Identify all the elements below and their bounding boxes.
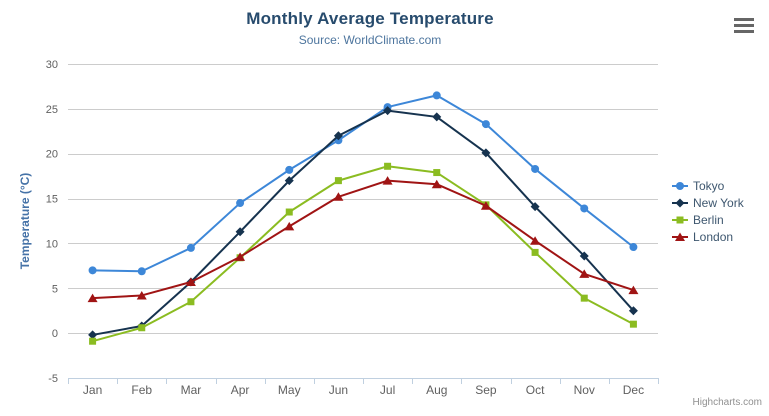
legend-item-tokyo[interactable]: Tokyo (672, 177, 744, 194)
y-axis-tick-label: 20 (46, 149, 58, 161)
data-point-london[interactable] (431, 179, 442, 189)
x-axis-label: Mar (181, 383, 202, 397)
data-point-new-york[interactable] (235, 227, 245, 237)
y-axis-tick-label: 0 (52, 328, 58, 340)
data-point-new-york[interactable] (333, 131, 343, 141)
data-point-tokyo[interactable] (629, 243, 638, 252)
x-axis-label: Feb (131, 383, 152, 397)
credits-link[interactable]: Highcharts.com (692, 397, 762, 408)
data-point-berlin[interactable] (187, 298, 195, 306)
x-axis-label: Dec (623, 383, 644, 397)
x-axis-label: Aug (426, 383, 447, 397)
legend-item-new-york[interactable]: New York (672, 194, 744, 211)
legend-item-label: New York (693, 195, 744, 210)
legend-marker-diamond-icon (672, 198, 688, 207)
data-point-tokyo[interactable] (285, 165, 294, 174)
legend-marker-triangle-icon (672, 232, 688, 241)
y-axis-tick-label: 10 (46, 238, 58, 250)
data-point-berlin[interactable] (531, 248, 539, 256)
data-point-tokyo[interactable] (88, 266, 97, 275)
x-axis-label: Nov (574, 383, 595, 397)
legend-item-berlin[interactable]: Berlin (672, 211, 744, 228)
y-axis-tick-label: 5 (52, 283, 58, 295)
legend-marker-square-icon (672, 216, 688, 223)
data-point-london[interactable] (284, 221, 295, 231)
x-axis-label: Jun (329, 383, 348, 397)
hamburger-icon (734, 17, 754, 21)
data-point-london[interactable] (136, 290, 147, 300)
series-line-new-york (91, 109, 635, 336)
data-point-tokyo[interactable] (186, 243, 195, 252)
data-point-berlin[interactable] (89, 337, 97, 345)
data-point-london[interactable] (530, 236, 541, 245)
chart-subtitle: Source: WorldClimate.com (298, 33, 442, 47)
x-axis-label: May (278, 383, 301, 397)
x-axis-label: Oct (526, 383, 545, 397)
hamburger-icon (734, 23, 754, 27)
series-line-berlin (91, 165, 635, 343)
data-point-london[interactable] (185, 277, 196, 287)
data-point-berlin[interactable] (629, 320, 637, 328)
data-point-london[interactable] (235, 252, 246, 261)
data-point-berlin[interactable] (285, 208, 293, 216)
data-point-berlin[interactable] (580, 294, 588, 302)
data-point-london[interactable] (480, 201, 491, 210)
legend: Tokyo New York Berlin London (672, 177, 744, 245)
y-axis-tick-label: 25 (46, 104, 58, 116)
data-point-tokyo[interactable] (531, 164, 540, 173)
data-point-berlin[interactable] (384, 162, 392, 170)
legend-marker-circle-icon (672, 181, 688, 190)
data-point-new-york[interactable] (432, 112, 442, 122)
data-point-new-york[interactable] (481, 148, 491, 158)
data-point-new-york[interactable] (579, 251, 589, 261)
data-point-london[interactable] (333, 192, 344, 201)
data-point-new-york[interactable] (628, 306, 638, 316)
chart-title: Monthly Average Temperature (246, 9, 494, 28)
y-axis-tick-label: 30 (46, 59, 58, 71)
data-point-new-york[interactable] (530, 202, 540, 212)
data-point-london[interactable] (579, 269, 590, 278)
data-point-tokyo[interactable] (432, 91, 441, 100)
data-point-tokyo[interactable] (481, 120, 490, 129)
legend-item-label: London (693, 229, 734, 244)
data-point-london[interactable] (628, 285, 639, 295)
x-axis-label: Sep (475, 383, 497, 397)
hamburger-icon (734, 29, 754, 33)
y-axis-tick-label: -5 (48, 373, 58, 385)
data-point-new-york[interactable] (88, 330, 98, 340)
legend-item-label: Tokyo (693, 178, 725, 193)
context-menu-button[interactable] (732, 14, 756, 36)
data-point-berlin[interactable] (138, 324, 146, 332)
data-point-new-york[interactable] (284, 176, 294, 186)
data-point-new-york[interactable] (383, 106, 393, 116)
y-axis-tick-label: 15 (46, 194, 58, 206)
legend-item-london[interactable]: London (672, 228, 744, 245)
series-line-tokyo (91, 94, 635, 273)
data-point-london[interactable] (382, 176, 393, 185)
series-line-london (91, 179, 635, 300)
x-axis-label: Jan (83, 383, 102, 397)
x-axis-label: Apr (231, 383, 250, 397)
data-point-london[interactable] (87, 293, 98, 303)
x-axis-label: Jul (380, 383, 395, 397)
data-point-tokyo[interactable] (236, 199, 245, 208)
data-point-berlin[interactable] (334, 177, 342, 185)
legend-item-label: Berlin (693, 212, 724, 227)
data-point-tokyo[interactable] (137, 267, 146, 276)
data-point-tokyo[interactable] (580, 204, 589, 213)
data-point-berlin[interactable] (433, 169, 441, 177)
